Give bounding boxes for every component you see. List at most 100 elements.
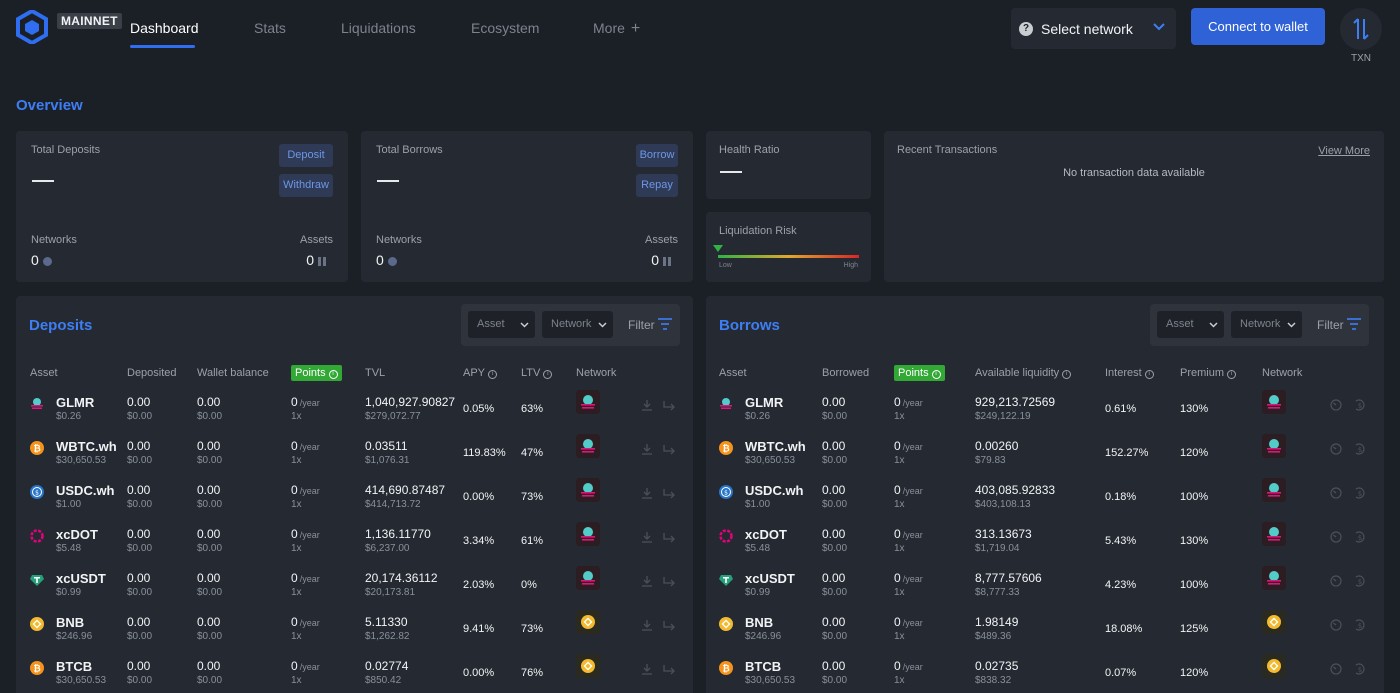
nav-liquidations[interactable]: Liquidations [341,20,416,36]
withdraw-icon[interactable] [663,574,675,587]
table-row[interactable]: GLMR $0.26 0.00 $0.00 0.00 $0.00 1,040,927.908… [16,390,693,439]
col-points-badge: Points i [894,365,945,381]
withdraw-icon[interactable] [663,618,675,631]
info-icon[interactable]: i [1062,370,1072,379]
points-amount: 0 [291,395,298,409]
deposit-icon[interactable] [641,530,653,543]
recent-transactions-label: Recent Transactions [897,144,998,156]
info-icon[interactable]: i [1144,370,1154,379]
asset-select[interactable]: Asset [1157,311,1224,338]
borrow-icon[interactable] [1330,662,1342,675]
asset-price: $30,650.53 [56,675,107,686]
table-row[interactable]: BNB $246.96 0.00 $0.00 0.00 $0.00 5.11330 $1,26… [16,610,693,659]
deposit-button[interactable]: Deposit [279,144,333,167]
view-more-link[interactable]: View More [1318,145,1370,157]
nav-more-label: More [593,20,625,36]
deposit-icon[interactable] [641,662,653,675]
repay-icon[interactable]: $ [1353,618,1365,631]
network-select[interactable]: Network [1231,311,1302,338]
nav-stats[interactable]: Stats [254,20,286,36]
swap-arrows-icon [1353,18,1369,40]
table-row[interactable]: ₿ BTCB $30,650.53 0.00 $0.00 0.02735 $838.32 0/… [706,654,1384,693]
points-multiplier: 1x [291,411,302,422]
borrowed-amount-usd: $0.00 [822,455,848,466]
table-row[interactable]: GLMR $0.26 0.00 $0.00 929,213.72569 $249,122.… [706,390,1384,439]
withdraw-icon[interactable] [663,486,675,499]
info-icon[interactable]: i [931,370,941,379]
borrow-button[interactable]: Borrow [636,144,678,167]
deposit-icon[interactable] [641,574,653,587]
withdraw-icon[interactable] [663,530,675,543]
borrow-icon[interactable] [1330,530,1342,543]
network-select-label: Network [1240,318,1281,330]
asset-symbol: USDC.wh [56,483,115,498]
repay-icon[interactable]: $ [1353,530,1365,543]
borrow-icon[interactable] [1330,442,1342,455]
borrow-icon[interactable] [1330,574,1342,587]
table-row[interactable]: $ USDC.wh $1.00 0.00 $0.00 403,085.92833 $403,… [706,478,1384,527]
table-row[interactable]: xcUSDT $0.99 0.00 $0.00 0.00 $0.00 20,174.3611… [16,566,693,615]
nav-more[interactable]: More + [593,20,640,38]
available-liquidity: 403,085.92833 [975,483,1056,497]
col-wallet-balance: Wallet balance [197,367,269,379]
borrow-icon[interactable] [1330,486,1342,499]
filter-label[interactable]: Filter [628,318,655,332]
available-liquidity-usd: $489.36 [975,631,1012,642]
info-icon[interactable]: i [543,370,553,379]
repay-icon[interactable]: $ [1353,442,1365,455]
select-network-dropdown[interactable]: ? Select network [1011,8,1176,49]
deposit-icon[interactable] [641,618,653,631]
info-icon[interactable]: i [1227,370,1237,379]
asset-price: $246.96 [56,631,93,642]
table-row[interactable]: ₿ WBTC.wh $30,650.53 0.00 $0.00 0.00260 $79.83… [706,434,1384,483]
transactions-label: TXN [1351,53,1371,64]
interest-value: 5.43% [1105,535,1137,547]
table-row[interactable]: ₿ WBTC.wh $30,650.53 0.00 $0.00 0.00 $0.00 0.03… [16,434,693,483]
withdraw-icon[interactable] [663,442,675,455]
withdraw-icon[interactable] [663,398,675,411]
premium-value: 100% [1180,491,1209,503]
nav-dashboard[interactable]: Dashboard [130,20,199,36]
table-row[interactable]: xcDOT $5.48 0.00 $0.00 313.13673 $1,719.04 0/y… [706,522,1384,571]
repay-icon[interactable]: $ [1353,486,1365,499]
deposit-icon[interactable] [641,486,653,499]
app-logo[interactable] [16,10,48,44]
top-nav: MAINNET Dashboard Stats Liquidations Eco… [0,0,1400,64]
table-row[interactable]: $ USDC.wh $1.00 0.00 $0.00 0.00 $0.00 414,690.8… [16,478,693,527]
filter-icon[interactable] [1346,317,1362,331]
borrow-icon[interactable] [1330,618,1342,631]
deposit-icon[interactable] [641,442,653,455]
transactions-button[interactable] [1340,8,1382,50]
points-value: 0/year [291,395,320,409]
repay-icon[interactable]: $ [1353,398,1365,411]
withdraw-button[interactable]: Withdraw [279,174,333,197]
repay-icon[interactable]: $ [1353,574,1365,587]
deposit-icon[interactable] [641,398,653,411]
total-deposits-card: Total Deposits Deposit Withdraw Networks… [16,131,348,282]
repay-button[interactable]: Repay [636,174,678,197]
premium-value: 120% [1180,667,1209,679]
ltv-value: 73% [521,623,544,635]
withdraw-icon[interactable] [663,662,675,675]
borrowed-amount-usd: $0.00 [822,631,848,642]
repay-icon[interactable]: $ [1353,662,1365,675]
svg-text:$: $ [1358,490,1362,498]
info-icon[interactable]: i [488,370,498,379]
table-row[interactable]: xcUSDT $0.99 0.00 $0.00 8,777.57606 $8,777.33… [706,566,1384,615]
asset-select[interactable]: Asset [468,311,535,338]
connect-wallet-button[interactable]: Connect to wallet [1191,8,1325,45]
points-amount: 0 [291,439,298,453]
info-icon[interactable]: i [328,370,338,379]
points-amount: 0 [894,615,901,629]
points-multiplier: 1x [894,543,905,554]
table-row[interactable]: xcDOT $5.48 0.00 $0.00 0.00 $0.00 1,136.11770 $… [16,522,693,571]
table-row[interactable]: ₿ BTCB $30,650.53 0.00 $0.00 0.00 $0.00 0.02774… [16,654,693,693]
col-borrowed: Borrowed [822,367,870,379]
available-liquidity: 313.13673 [975,527,1032,541]
borrow-icon[interactable] [1330,398,1342,411]
filter-label[interactable]: Filter [1317,318,1344,332]
network-select[interactable]: Network [542,311,613,338]
nav-ecosystem[interactable]: Ecosystem [471,20,540,36]
filter-icon[interactable] [657,317,673,331]
table-row[interactable]: BNB $246.96 0.00 $0.00 1.98149 $489.36 0/year 1… [706,610,1384,659]
